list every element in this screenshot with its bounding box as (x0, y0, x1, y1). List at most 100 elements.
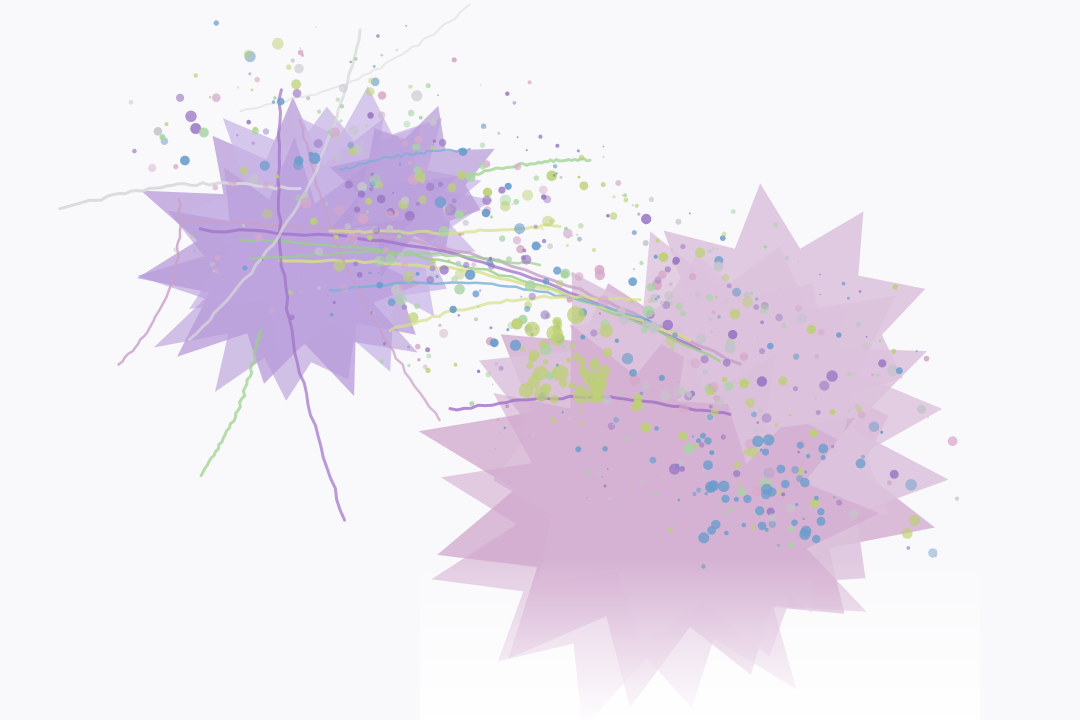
scatter-dot (667, 527, 673, 532)
scatter-dot (714, 295, 718, 299)
scatter-dot (830, 444, 835, 449)
wavy-line (117, 198, 183, 366)
scatter-dot (576, 233, 579, 236)
blue-dot (812, 534, 821, 544)
scatter-dot (315, 216, 317, 218)
scatter-dot (348, 124, 359, 136)
scatter-dot (880, 430, 884, 434)
scatter-dot (648, 196, 655, 203)
wavy-line (199, 328, 263, 477)
scatter-dot (368, 271, 370, 274)
scatter-dot (597, 332, 600, 335)
scatter-dot (578, 285, 583, 289)
scatter-dot (623, 197, 629, 203)
scatter-dot (458, 232, 462, 237)
scatter-dot (665, 335, 677, 347)
scatter-dot (672, 332, 678, 338)
scatter-dot (751, 411, 757, 418)
bottom-fade (420, 560, 980, 720)
scatter-dot (520, 295, 523, 298)
scatter-dot (261, 259, 264, 261)
scatter-dot (377, 91, 387, 100)
scatter-dot (289, 314, 295, 321)
scatter-dot (684, 390, 688, 394)
scatter-dot (331, 150, 343, 162)
scatter-dot (451, 57, 457, 63)
scatter-dot (357, 181, 367, 192)
scatter-dot (411, 276, 413, 279)
scatter-dot (398, 163, 402, 166)
blue-dot (818, 443, 829, 454)
scatter-dot (398, 136, 402, 140)
scatter-dot (377, 272, 380, 274)
scatter-dot (404, 210, 415, 221)
scatter-dot (325, 202, 329, 206)
scatter-dot (434, 196, 447, 208)
scatter-dot (631, 204, 634, 207)
scatter-dot (376, 281, 384, 289)
scatter-dot (739, 378, 749, 389)
scatter-dot (711, 310, 716, 315)
scatter-dot (425, 367, 431, 373)
scatter-dot (442, 204, 452, 214)
scatter-dot (488, 262, 496, 270)
scatter-dot (344, 223, 352, 230)
scatter-dot (465, 172, 476, 182)
lime-dot (527, 375, 541, 389)
scatter-dot (675, 483, 679, 487)
scatter-dot (542, 215, 554, 227)
scatter-dot (415, 343, 421, 350)
scatter-dot (675, 218, 682, 225)
scatter-dot (344, 180, 353, 189)
scatter-dot (489, 326, 493, 330)
scatter-dot (809, 429, 818, 438)
scatter-dot (429, 258, 436, 265)
scatter-dot (334, 234, 339, 240)
scatter-dot (212, 269, 215, 273)
scatter-dot (514, 163, 522, 171)
scatter-dot (253, 126, 258, 131)
scatter-dot (407, 312, 419, 323)
scatter-dot (634, 203, 639, 208)
scatter-dot (606, 468, 609, 470)
scatter-dot (454, 269, 466, 280)
scatter-dot (301, 191, 309, 199)
scatter-dot (552, 164, 558, 169)
scatter-dot (392, 191, 395, 194)
scatter-dot (439, 265, 449, 275)
scatter-dot (620, 392, 624, 397)
scatter-dot (662, 301, 671, 309)
scatter-dot (693, 442, 700, 450)
scatter-dot (559, 175, 563, 179)
blue-dot (802, 517, 805, 520)
scatter-dot (819, 293, 821, 296)
scatter-dot (444, 204, 457, 216)
scatter-dot (367, 112, 374, 119)
scatter-dot (498, 365, 504, 371)
scatter-dot (474, 317, 478, 322)
scatter-dot (327, 294, 329, 296)
scatter-dot (761, 413, 772, 423)
scatter-dot (438, 226, 450, 237)
scatter-dot (659, 300, 665, 306)
scatter-dot (358, 213, 369, 224)
scatter-dot (246, 119, 251, 125)
scatter-dot (250, 88, 254, 92)
scatter-dot (485, 371, 492, 378)
scatter-dot (778, 287, 782, 290)
scatter-dot (479, 163, 486, 170)
scatter-dot (550, 417, 557, 424)
scatter-dot (750, 525, 755, 530)
scatter-dot (213, 268, 219, 274)
scatter-dot (533, 224, 538, 229)
scatter-dot (376, 194, 386, 204)
scatter-dot (514, 223, 525, 235)
scatter-dot (414, 253, 416, 255)
scatter-dot (272, 37, 284, 50)
scatter-dot (522, 189, 534, 201)
scatter-dot (354, 206, 361, 213)
scatter-dot (602, 145, 605, 148)
scatter-dot (356, 271, 363, 278)
scatter-dot (629, 375, 640, 386)
